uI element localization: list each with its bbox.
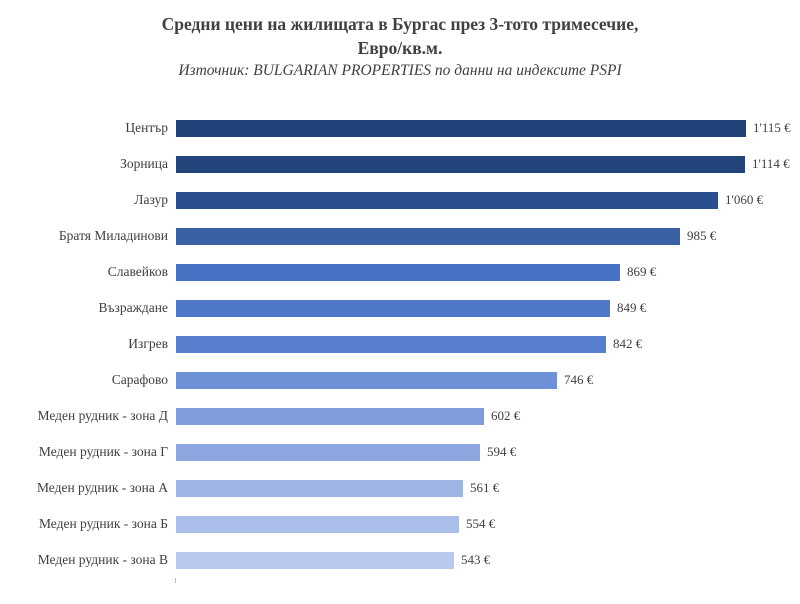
bar-row: Меден рудник - зона В 543 € [0, 542, 800, 578]
bar-row: Братя Миладинови 985 € [0, 218, 800, 254]
bar-track: 849 € [176, 299, 800, 317]
bar-category-label: Сарафово [111, 372, 168, 388]
bar-track: 594 € [176, 443, 800, 461]
bar-category-label: Меден рудник - зона Г [38, 444, 168, 460]
bar [176, 191, 718, 209]
bar-category-label: Братя Миладинови [58, 228, 168, 244]
bar-value-label: 554 € [466, 516, 496, 532]
chart-title-line1: Средни цени на жилищата в Бургас през 3-… [161, 14, 639, 34]
bar-row: Меден рудник - зона Г 594 € [0, 434, 800, 470]
bar-category-label: Меден рудник - зона Б [38, 516, 168, 532]
bar-value-label: 594 € [487, 444, 517, 460]
bar-value-label: 746 € [564, 372, 594, 388]
bar-category-label: Център [125, 120, 168, 136]
bar [176, 443, 480, 461]
bar-row: Център 1'115 € [0, 110, 800, 146]
bar-track: 554 € [176, 515, 800, 533]
bar-row: Меден рудник - зона А 561 € [0, 470, 800, 506]
bar-value-label: 869 € [627, 264, 657, 280]
bar-value-label: 1'114 € [752, 156, 790, 172]
bar-category-label: Изгрев [128, 336, 168, 352]
bar-track: 842 € [176, 335, 800, 353]
bar-row: Лазур 1'060 € [0, 182, 800, 218]
bar [176, 299, 610, 317]
bar-value-label: 985 € [687, 228, 717, 244]
bar-row: Меден рудник - зона Б 554 € [0, 506, 800, 542]
bar [176, 119, 746, 137]
bar-category-label: Меден рудник - зона А [36, 480, 168, 496]
bar-category-label: Славейков [107, 264, 168, 280]
bar [176, 515, 459, 533]
bar-category-label: Лазур [134, 192, 168, 208]
bar-row: Сарафово 746 € [0, 362, 800, 398]
bar-rows: Център 1'115 € Зорница 1'114 € Лазур 1'0… [0, 110, 800, 578]
bar-track: 1'115 € [176, 119, 800, 137]
bar-track: 561 € [176, 479, 800, 497]
bar [176, 551, 454, 569]
bar-row: Меден рудник - зона Д 602 € [0, 398, 800, 434]
bar [176, 263, 620, 281]
chart-subtitle: Източник: BULGARIAN PROPERTIES по данни … [178, 62, 622, 80]
plot-area: Център 1'115 € Зорница 1'114 € Лазур 1'0… [0, 110, 800, 584]
chart-header: Средни цени на жилищата в Бургас през 3-… [0, 0, 800, 80]
bar-track: 869 € [176, 263, 800, 281]
bar-track: 985 € [176, 227, 800, 245]
bar-value-label: 1'115 € [753, 120, 791, 136]
bar-value-label: 602 € [491, 408, 521, 424]
bar-row: Възраждане 849 € [0, 290, 800, 326]
bar-value-label: 561 € [470, 480, 500, 496]
bar-row: Славейков 869 € [0, 254, 800, 290]
bar-category-label: Меден рудник - зона Д [37, 408, 169, 424]
bar [176, 479, 463, 497]
bar-value-label: 1'060 € [725, 192, 764, 208]
chart-title-line2: Евро/кв.м. [357, 37, 443, 58]
bar-track: 1'114 € [176, 155, 800, 173]
bar-track: 602 € [176, 407, 800, 425]
bar [176, 155, 745, 173]
bar-value-label: 842 € [613, 336, 643, 352]
bar-category-label: Възраждане [98, 300, 168, 316]
bar-category-label: Меден рудник - зона В [37, 552, 168, 568]
bar-track: 1'060 € [176, 191, 800, 209]
bar [176, 335, 606, 353]
bar-track: 746 € [176, 371, 800, 389]
bar [176, 371, 557, 389]
bar-value-label: 849 € [617, 300, 647, 316]
bar-category-label: Зорница [120, 156, 168, 172]
bar-track: 543 € [176, 551, 800, 569]
bar-row: Изгрев 842 € [0, 326, 800, 362]
bar-value-label: 543 € [461, 552, 491, 568]
bar [176, 407, 484, 425]
chart-title: Средни цени на жилищата в Бургас през 3-… [0, 13, 800, 60]
bar-row: Зорница 1'114 € [0, 146, 800, 182]
x-axis-tick [175, 578, 176, 584]
bar [176, 227, 680, 245]
